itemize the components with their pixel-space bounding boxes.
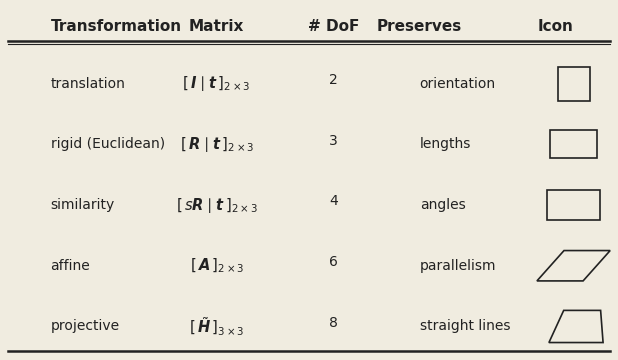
Text: 3: 3	[329, 134, 338, 148]
Text: parallelism: parallelism	[420, 259, 496, 273]
Text: straight lines: straight lines	[420, 319, 510, 333]
Text: projective: projective	[51, 319, 120, 333]
Text: $\left[\, \boldsymbol{A} \,\right]_{2 \times 3}$: $\left[\, \boldsymbol{A} \,\right]_{2 \t…	[190, 257, 244, 275]
Text: angles: angles	[420, 198, 465, 212]
Text: $\left[\, \boldsymbol{R} \mid \boldsymbol{t} \,\right]_{2 \times 3}$: $\left[\, \boldsymbol{R} \mid \boldsymbo…	[180, 135, 254, 154]
Text: 8: 8	[329, 316, 338, 330]
Text: rigid (Euclidean): rigid (Euclidean)	[51, 137, 165, 151]
Text: 6: 6	[329, 255, 338, 269]
Text: Preserves: Preserves	[377, 19, 462, 34]
Text: $\left[\, \tilde{\boldsymbol{H}} \,\right]_{3 \times 3}$: $\left[\, \tilde{\boldsymbol{H}} \,\righ…	[189, 315, 244, 338]
Text: Icon: Icon	[537, 19, 573, 34]
Text: orientation: orientation	[420, 77, 496, 91]
Text: $\left[\, \boldsymbol{I} \mid \boldsymbol{t} \,\right]_{2 \times 3}$: $\left[\, \boldsymbol{I} \mid \boldsymbo…	[182, 74, 251, 93]
Text: Transformation: Transformation	[51, 19, 182, 34]
Text: Matrix: Matrix	[189, 19, 244, 34]
Text: 4: 4	[329, 194, 338, 208]
Text: # DoF: # DoF	[308, 19, 359, 34]
Text: 2: 2	[329, 73, 338, 87]
Text: translation: translation	[51, 77, 125, 91]
Text: similarity: similarity	[51, 198, 115, 212]
Text: lengths: lengths	[420, 137, 471, 151]
Text: $\left[\, s\boldsymbol{R} \mid \boldsymbol{t} \,\right]_{2 \times 3}$: $\left[\, s\boldsymbol{R} \mid \boldsymb…	[176, 195, 258, 215]
Text: affine: affine	[51, 259, 90, 273]
